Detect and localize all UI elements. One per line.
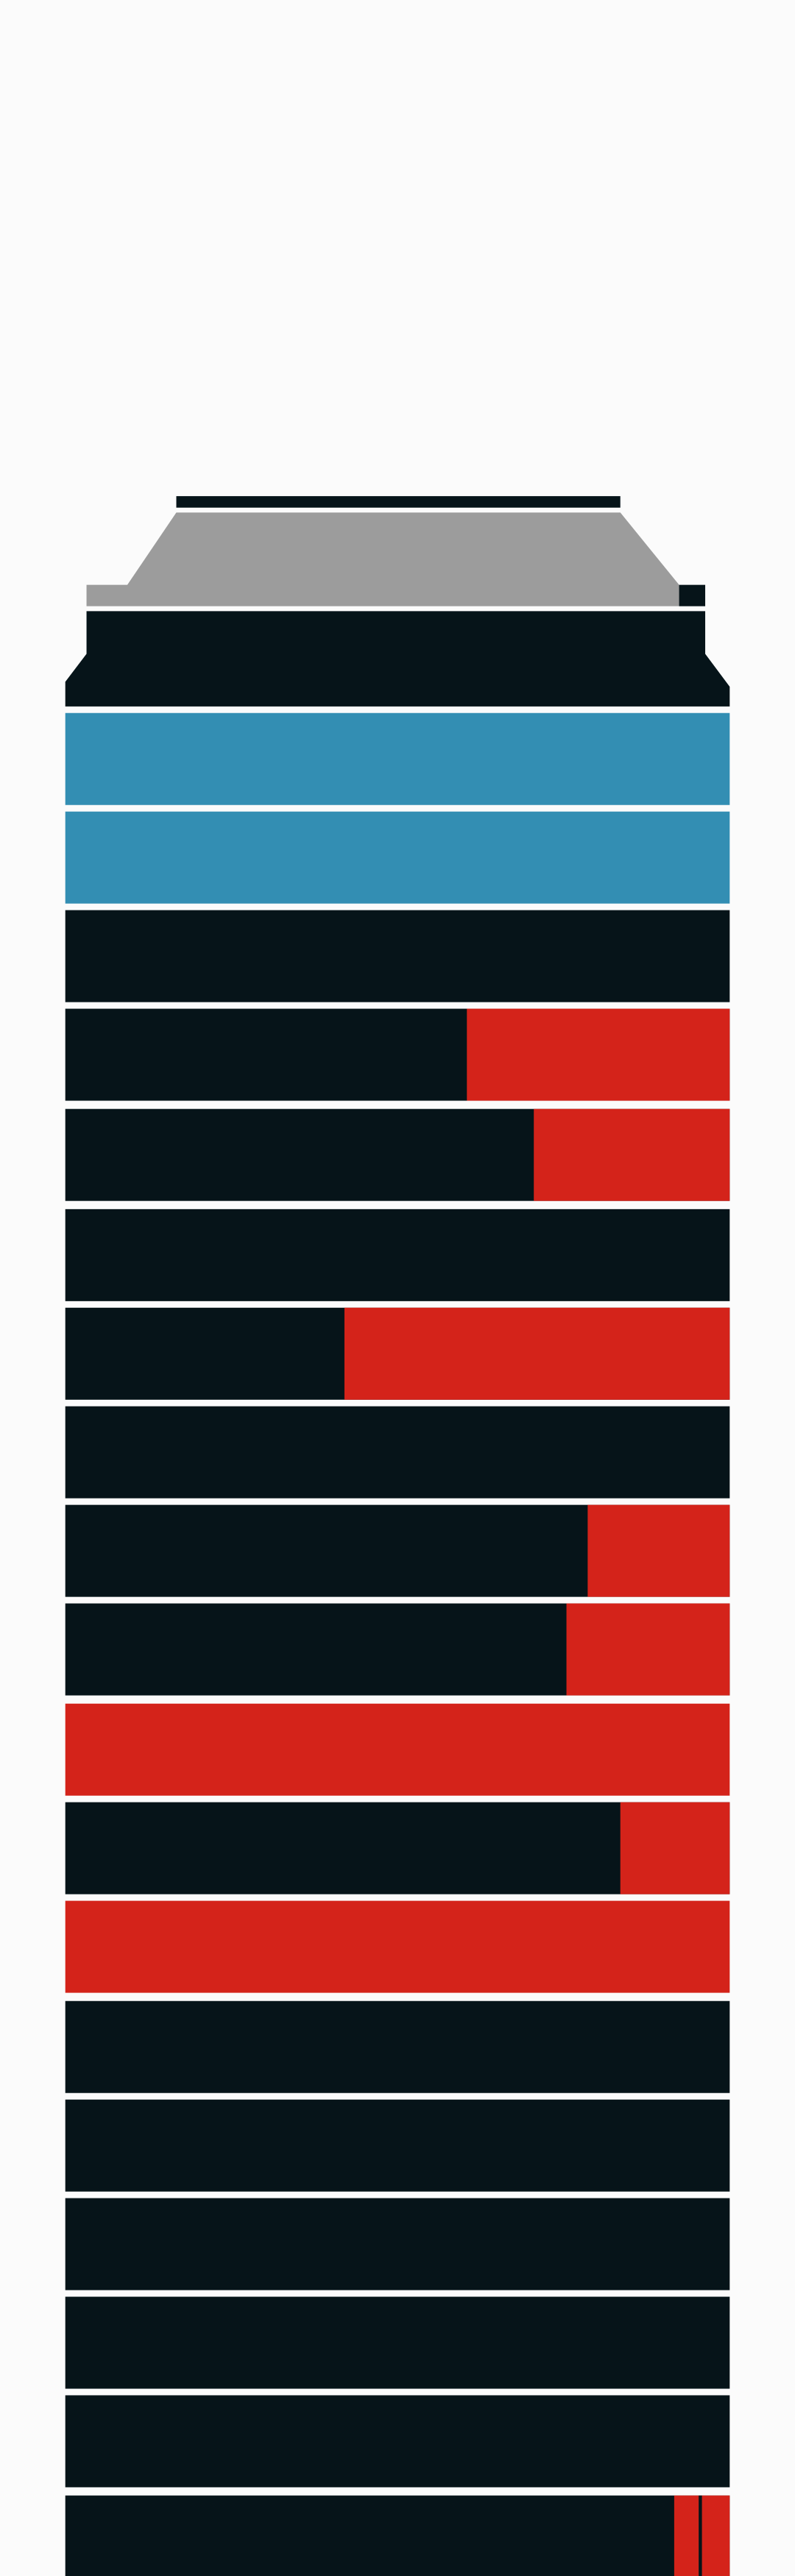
roof-block xyxy=(679,584,706,606)
roof xyxy=(86,512,679,606)
floor xyxy=(65,1209,730,1301)
floor xyxy=(65,2198,730,2290)
roof-cap xyxy=(176,496,621,508)
floor xyxy=(65,811,730,904)
floor xyxy=(65,1900,730,1993)
top-floor xyxy=(65,611,730,707)
floor xyxy=(65,1703,730,1796)
floor xyxy=(65,2000,730,2093)
floors xyxy=(65,712,730,2576)
floor xyxy=(65,712,730,805)
floor xyxy=(65,1802,730,1894)
floor-divider xyxy=(699,2495,702,2576)
floor-segment xyxy=(620,1802,730,1894)
floor-segment xyxy=(344,1307,730,1400)
floor-segment xyxy=(587,1504,730,1597)
floor xyxy=(65,910,730,1002)
floor-segment xyxy=(534,1108,730,1201)
floor-segment xyxy=(566,1603,730,1696)
floor xyxy=(65,1406,730,1498)
floor xyxy=(65,2296,730,2389)
floor-segment xyxy=(467,1008,730,1101)
floor xyxy=(65,2395,730,2488)
floor xyxy=(65,2495,730,2576)
floor xyxy=(65,2099,730,2192)
